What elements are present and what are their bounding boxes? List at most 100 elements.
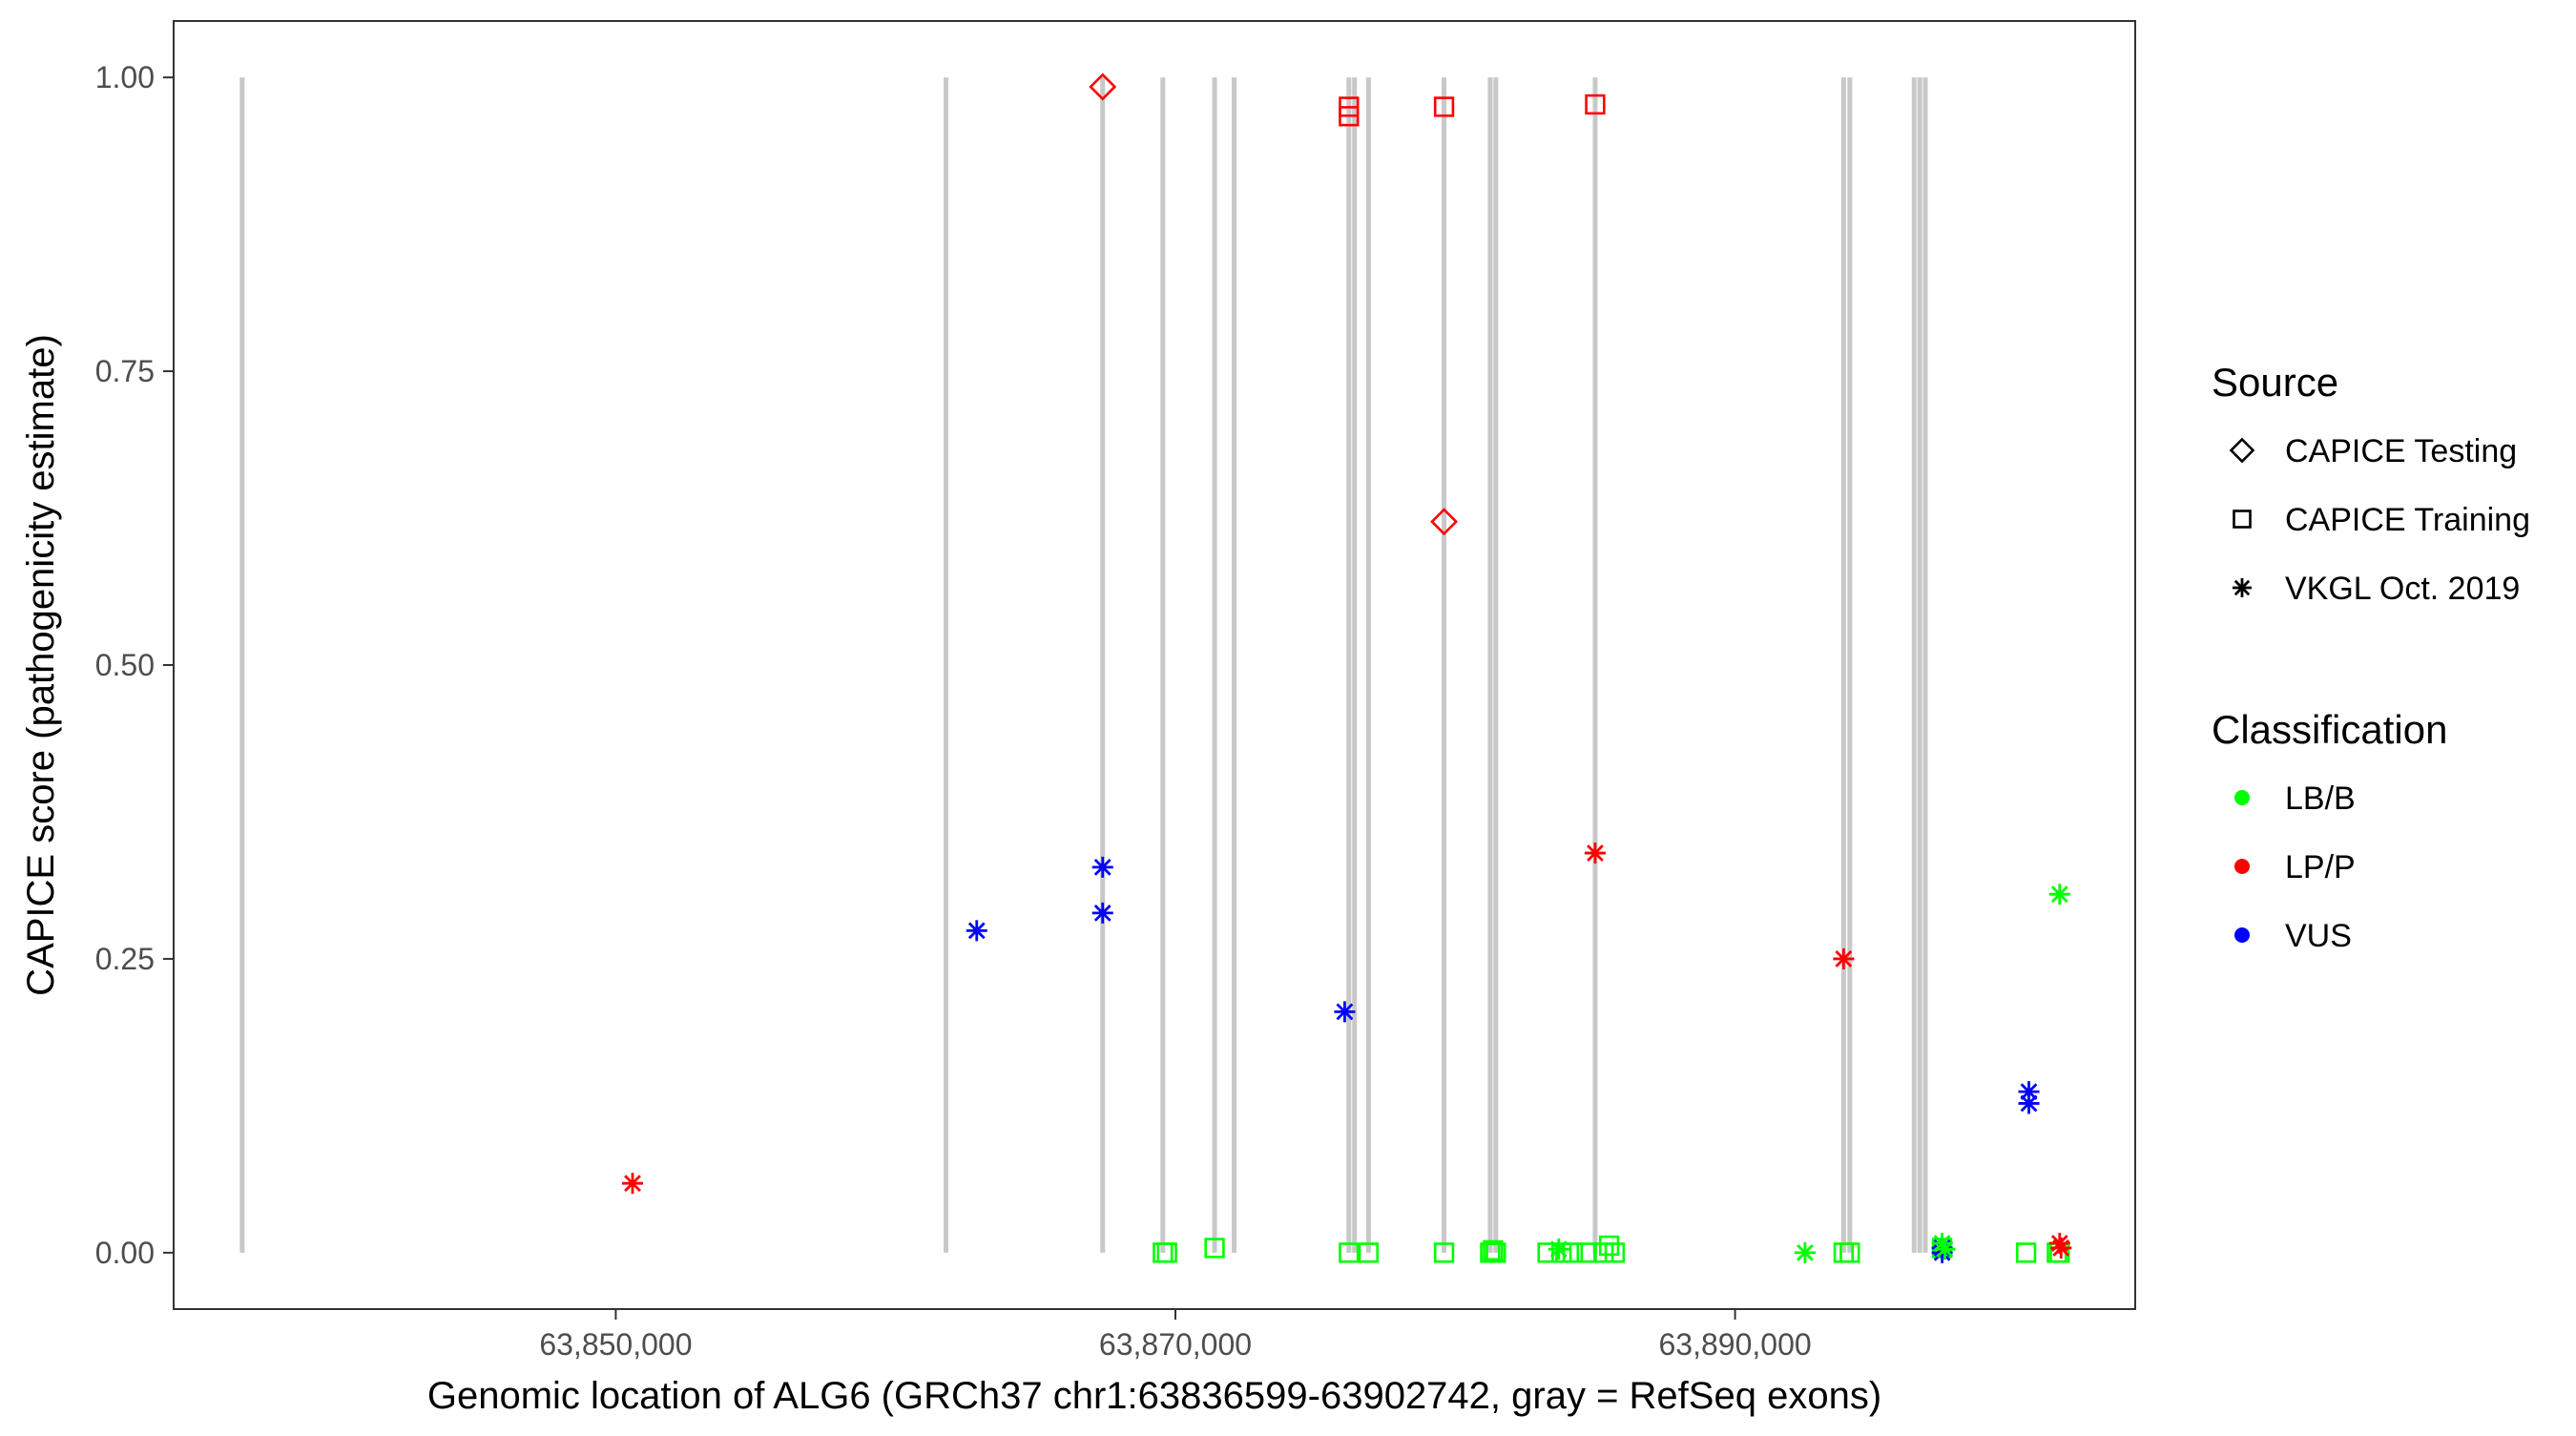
data-point <box>1433 96 1455 117</box>
data-point <box>1339 1242 1360 1263</box>
marker-stroke <box>1936 1240 1954 1259</box>
data-point <box>2015 1242 2037 1263</box>
marker-dot <box>2234 790 2250 805</box>
data-point <box>1604 1242 1626 1263</box>
marker-stroke <box>2050 885 2068 904</box>
marker-square <box>1551 1242 1572 1263</box>
marker-stroke <box>2052 1239 2070 1257</box>
legend-title-source: Source <box>2212 360 2338 405</box>
x-axis: 63,850,000 63,870,000 63,890,000 <box>539 1309 1812 1362</box>
y-tick-label: 0.75 <box>95 354 155 388</box>
marker-square <box>1585 94 1606 115</box>
data-point <box>2050 1237 2072 1259</box>
data-point <box>1934 1238 1956 1260</box>
legend: Source CAPICE Testing CAPICE Training VKGL … <box>2212 360 2530 954</box>
x-axis-title: Genomic location of ALG6 (GRCh37 chr1:63… <box>427 1375 1881 1417</box>
data-point <box>1485 1242 1506 1263</box>
marker-stroke <box>1093 904 1111 922</box>
marker-stroke <box>1587 844 1604 862</box>
marker-square <box>1485 1242 1506 1263</box>
marker-diamond <box>2229 437 2255 464</box>
data-point <box>2018 1093 2040 1114</box>
legend-key-asterisk <box>2233 578 2252 597</box>
marker-square <box>1593 1242 1614 1263</box>
marker-stroke <box>1549 1240 1568 1259</box>
marker-stroke <box>1336 1003 1354 1021</box>
legend-title-classification: Classification <box>2212 707 2447 752</box>
data-point <box>1430 508 1459 536</box>
data-point <box>1794 1241 1816 1263</box>
data-point <box>1204 1238 1225 1259</box>
marker-stroke <box>2233 579 2251 596</box>
data-point <box>1548 1238 1569 1260</box>
marker-diamond <box>1430 508 1459 536</box>
legend-label: LB/B <box>2285 780 2356 817</box>
marker-square <box>1839 1242 1860 1263</box>
marker-square <box>1433 1242 1455 1263</box>
series-vkgl-oct-2019-lp-p <box>622 843 2072 1259</box>
legend-label: VUS <box>2285 918 2352 954</box>
data-point <box>1089 73 1117 101</box>
legend-label: LP/P <box>2285 849 2356 885</box>
legend-label: CAPICE Training <box>2285 502 2530 538</box>
data-point <box>1833 947 1855 969</box>
data-point <box>1358 1242 1380 1263</box>
data-point <box>622 1173 644 1195</box>
data-point <box>1156 1242 1177 1263</box>
marker-square <box>1604 1242 1626 1263</box>
legend-key-square <box>2233 510 2252 529</box>
marker-dot <box>2234 927 2250 943</box>
data-point <box>1339 106 1360 127</box>
marker-square <box>1204 1238 1225 1259</box>
data-point <box>1593 1242 1614 1263</box>
data-point <box>1585 94 1606 115</box>
marker-stroke <box>1797 1243 1814 1261</box>
data-point <box>1091 856 1113 878</box>
marker-square <box>1339 1242 1360 1263</box>
marker-square <box>1339 106 1360 127</box>
marker-square <box>1433 96 1455 117</box>
series-capice-training-lp-p <box>1339 94 1606 127</box>
data-point <box>966 920 987 942</box>
data-point <box>1584 843 1606 864</box>
series-capice-testing-lp-p <box>1089 73 1459 536</box>
data-point <box>2048 884 2070 905</box>
exon-lines <box>239 77 1928 1253</box>
data-point <box>1483 1239 1504 1261</box>
data-point <box>1551 1242 1572 1263</box>
legend-label: CAPICE Testing <box>2285 433 2517 469</box>
y-tick-label: 0.50 <box>95 648 155 682</box>
marker-square <box>1358 1242 1380 1263</box>
marker-square <box>2015 1242 2037 1263</box>
data-points <box>622 73 2072 1263</box>
marker-dot <box>2234 859 2250 874</box>
y-axis: 0.00 0.25 0.50 0.75 1.00 <box>95 60 174 1270</box>
legend-label: VKGL Oct. 2019 <box>2285 571 2520 607</box>
data-point <box>1839 1242 1860 1263</box>
marker-stroke <box>2020 1094 2038 1113</box>
legend-key-dot <box>2234 927 2250 943</box>
marker-stroke <box>624 1175 641 1193</box>
x-tick-label: 63,870,000 <box>1099 1327 1252 1362</box>
marker-stroke <box>967 922 986 940</box>
marker-square <box>1156 1242 1177 1263</box>
data-point <box>1334 1001 1356 1023</box>
marker-diamond <box>1089 73 1117 101</box>
marker-stroke <box>1835 950 1853 968</box>
marker-square <box>2233 510 2252 529</box>
marker-stroke <box>1093 858 1111 876</box>
y-axis-title: CAPICE score (pathogenicity estimate) <box>20 334 62 996</box>
data-point <box>1598 1235 1620 1257</box>
marker-square <box>1598 1235 1620 1257</box>
series-vkgl-oct-2019-lb-b <box>1548 884 2070 1263</box>
data-point <box>1433 1242 1455 1263</box>
legend-key-dot <box>2234 790 2250 805</box>
y-tick-label: 1.00 <box>95 60 155 94</box>
y-tick-label: 0.25 <box>95 942 155 976</box>
legend-key-diamond <box>2229 437 2255 464</box>
marker-square <box>1483 1239 1504 1261</box>
y-tick-label: 0.00 <box>95 1236 155 1270</box>
legend-key-dot <box>2234 859 2250 874</box>
